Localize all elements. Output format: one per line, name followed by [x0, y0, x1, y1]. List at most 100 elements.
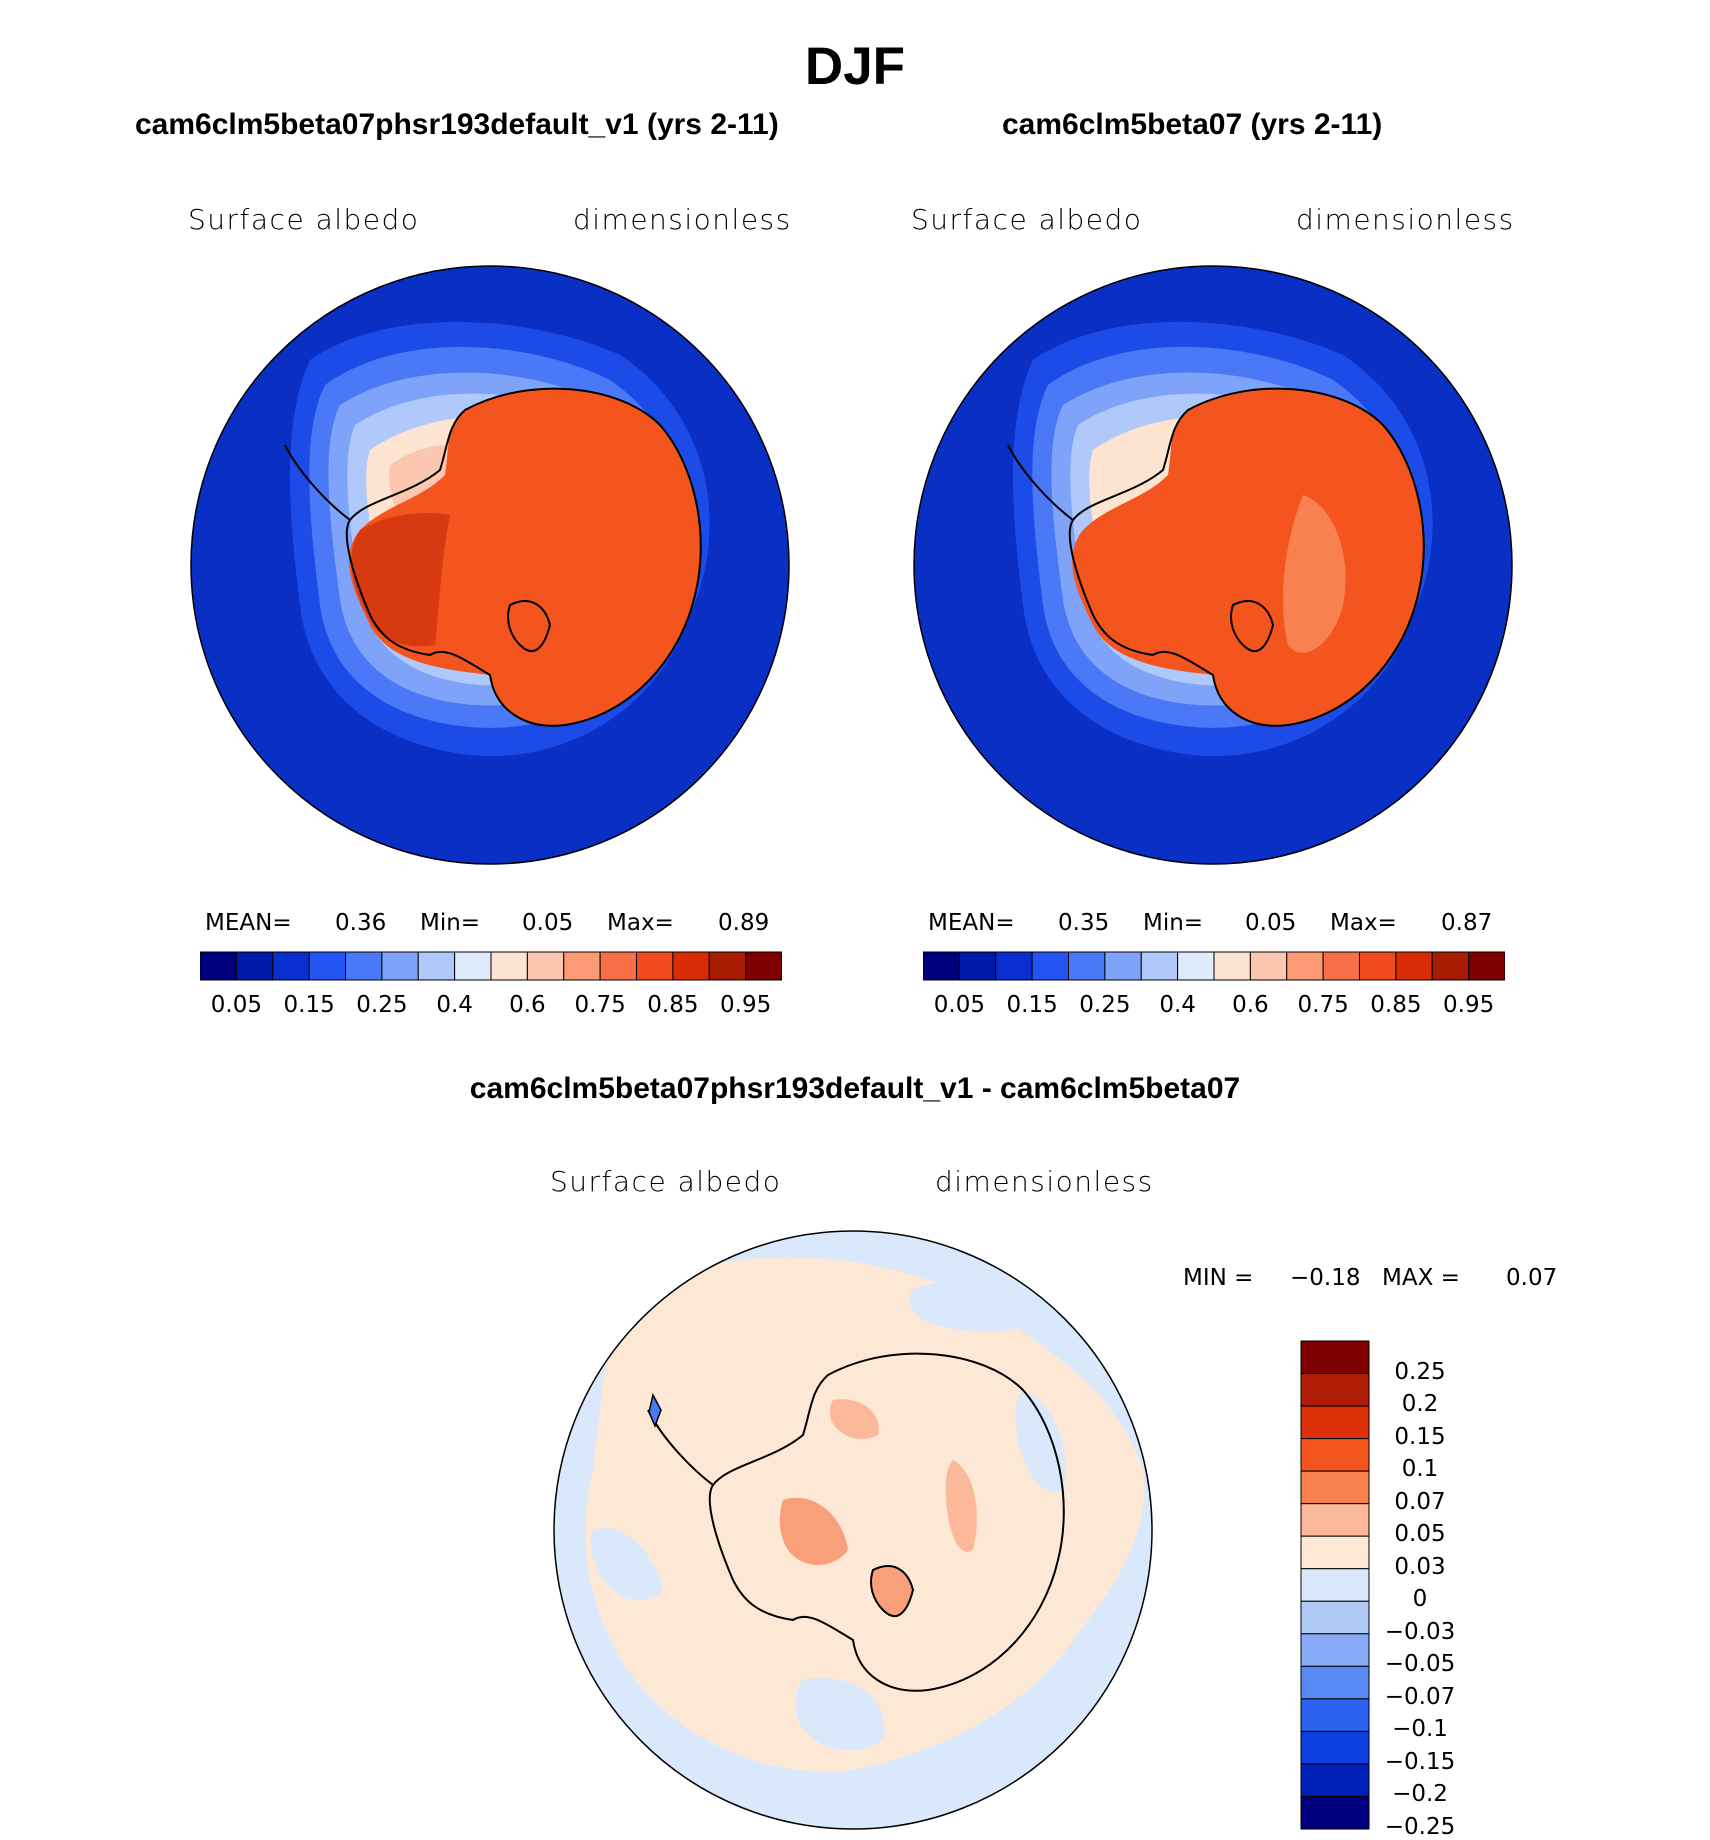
colorbar-label-control-5: 0.75 — [1297, 992, 1349, 1018]
colorbar-swatch-test-0 — [200, 951, 237, 981]
panel-title-control: cam6clm5beta07 (yrs 2-11) — [1002, 108, 1383, 141]
colorbar-label-difference-4: 0.07 — [1394, 1488, 1446, 1515]
colorbar-swatch-control-13 — [1395, 951, 1433, 981]
figure-title: DJF — [804, 37, 906, 96]
colorbar-label-control-6: 0.85 — [1370, 992, 1422, 1018]
colorbar-swatch-test-5 — [381, 951, 419, 981]
colorbar-label-difference-10: −0.07 — [1384, 1683, 1456, 1710]
colorbar-swatch-difference-3 — [1300, 1438, 1370, 1472]
colorbar-label-test-0: 0.05 — [210, 992, 262, 1018]
colorbar-label-control-0: 0.05 — [933, 992, 985, 1018]
colorbar-label-test-1: 0.15 — [283, 992, 335, 1018]
colorbar-label-control-1: 0.15 — [1006, 992, 1058, 1018]
stat-max-label-control: Max= — [1330, 910, 1397, 936]
diff-panel-title: cam6clm5beta07phsr193default_v1 - cam6cl… — [469, 1072, 1241, 1105]
stat-min-label-test: Min= — [420, 910, 481, 936]
colorbar-label-difference-1: 0.2 — [1401, 1391, 1439, 1418]
diff-min-label: MIN = — [1183, 1265, 1254, 1291]
colorbar-swatch-control-7 — [1177, 951, 1215, 981]
colorbar-swatch-difference-8 — [1300, 1600, 1370, 1635]
colorbar-swatch-control-0 — [923, 951, 960, 981]
colorbar-label-difference-0: 0.25 — [1394, 1358, 1446, 1385]
colorbar-swatch-control-15 — [1468, 951, 1505, 981]
colorbar-swatch-control-1 — [958, 951, 997, 981]
colorbar-swatch-control-2 — [995, 951, 1033, 981]
diff-max-label: MAX = — [1382, 1265, 1460, 1291]
units-label-diff: dimensionless — [935, 1165, 1154, 1198]
colorbar-swatch-test-7 — [454, 951, 492, 981]
colorbar-swatch-test-11 — [599, 951, 638, 981]
colorbar-labels-difference: 0.25 0.2 0.15 0.1 0.07 0.05 0.03 0 −0.03 −0.05 −0.… — [1375, 1340, 1465, 1840]
stat-mean-label-control: MEAN= — [928, 910, 1015, 936]
stat-min-value-test: 0.05 — [522, 910, 574, 936]
colorbar-label-difference-5: 0.05 — [1394, 1521, 1446, 1548]
stat-max-value-control: 0.87 — [1441, 910, 1493, 936]
colorbar-swatch-test-4 — [345, 951, 383, 981]
colorbar-swatch-difference-14 — [1300, 1795, 1370, 1830]
colorbar-swatch-control-6 — [1140, 951, 1179, 981]
colorbar-swatch-difference-0 — [1300, 1340, 1370, 1375]
colorbar-label-difference-7: 0 — [1412, 1586, 1428, 1613]
colorbar-swatch-difference-1 — [1300, 1373, 1370, 1407]
colorbar-swatch-control-5 — [1104, 951, 1142, 981]
colorbar-swatch-difference-9 — [1300, 1633, 1370, 1667]
colorbar-swatch-test-12 — [636, 951, 674, 981]
stat-max-value-test: 0.89 — [718, 910, 770, 936]
diff-max-value: 0.07 — [1506, 1265, 1558, 1291]
colorbar-swatch-test-14 — [708, 951, 747, 981]
colorbar-swatch-control-12 — [1359, 951, 1397, 981]
colorbar-label-difference-2: 0.15 — [1394, 1423, 1446, 1450]
colorbar-label-difference-8: −0.03 — [1384, 1618, 1456, 1645]
polar-map-test — [190, 265, 790, 865]
diff-min-value: −0.18 — [1290, 1265, 1361, 1291]
polar-map-difference — [553, 1230, 1153, 1830]
colorbar-label-control-7: 0.95 — [1443, 992, 1495, 1018]
colorbar-swatch-control-11 — [1322, 951, 1361, 981]
colorbar-label-test-6: 0.85 — [647, 992, 699, 1018]
colorbar-labels-control: 0.05 0.15 0.25 0.4 0.6 0.75 0.85 0.95 — [923, 992, 1505, 1022]
colorbar-swatch-test-3 — [308, 951, 347, 981]
colorbar-swatch-control-8 — [1213, 951, 1251, 981]
colorbar-label-control-4: 0.6 — [1232, 992, 1269, 1018]
colorbar-swatch-control-4 — [1068, 951, 1106, 981]
colorbar-label-difference-3: 0.1 — [1401, 1456, 1439, 1483]
colorbar-label-difference-11: −0.1 — [1392, 1716, 1448, 1743]
colorbar-label-test-4: 0.6 — [509, 992, 546, 1018]
colorbar-swatch-difference-7 — [1300, 1568, 1370, 1602]
units-label-test: dimensionless — [573, 203, 792, 236]
stat-mean-label-test: MEAN= — [205, 910, 292, 936]
polar-map-control — [913, 265, 1513, 865]
stat-min-value-control: 0.05 — [1245, 910, 1297, 936]
variable-label-diff: Surface albedo — [550, 1165, 782, 1198]
stat-mean-value-control: 0.35 — [1058, 910, 1110, 936]
panel-title-test: cam6clm5beta07phsr193default_v1 (yrs 2-1… — [135, 108, 779, 141]
stat-max-label-test: Max= — [607, 910, 674, 936]
colorbar-swatch-test-8 — [490, 951, 528, 981]
colorbar-swatch-test-13 — [672, 951, 710, 981]
colorbar-label-test-7: 0.95 — [720, 992, 772, 1018]
colorbar-labels-test: 0.05 0.15 0.25 0.4 0.6 0.75 0.85 0.95 — [200, 992, 782, 1022]
colorbar-swatch-difference-13 — [1300, 1763, 1370, 1797]
colorbar-swatch-difference-11 — [1300, 1698, 1370, 1732]
colorbar-swatch-difference-2 — [1300, 1405, 1370, 1440]
colorbar-swatch-difference-10 — [1300, 1665, 1370, 1700]
colorbar-label-test-5: 0.75 — [574, 992, 626, 1018]
colorbar-label-difference-14: −0.25 — [1384, 1814, 1456, 1840]
stat-min-label-control: Min= — [1143, 910, 1204, 936]
colorbar-swatch-test-2 — [272, 951, 310, 981]
colorbar-swatch-test-9 — [526, 951, 565, 981]
variable-label-control: Surface albedo — [911, 203, 1143, 236]
colorbar-swatch-difference-4 — [1300, 1470, 1370, 1505]
units-label-control: dimensionless — [1296, 203, 1515, 236]
colorbar-label-test-2: 0.25 — [356, 992, 408, 1018]
stat-mean-value-test: 0.36 — [335, 910, 387, 936]
colorbar-label-test-3: 0.4 — [436, 992, 473, 1018]
variable-label-test: Surface albedo — [188, 203, 420, 236]
colorbar-swatch-test-1 — [235, 951, 274, 981]
colorbar-label-control-3: 0.4 — [1159, 992, 1196, 1018]
colorbar-swatch-difference-5 — [1300, 1503, 1370, 1537]
colorbar-control — [923, 951, 1505, 981]
colorbar-label-control-2: 0.25 — [1079, 992, 1131, 1018]
colorbar-swatch-test-15 — [745, 951, 782, 981]
colorbar-label-difference-9: −0.05 — [1384, 1651, 1456, 1678]
